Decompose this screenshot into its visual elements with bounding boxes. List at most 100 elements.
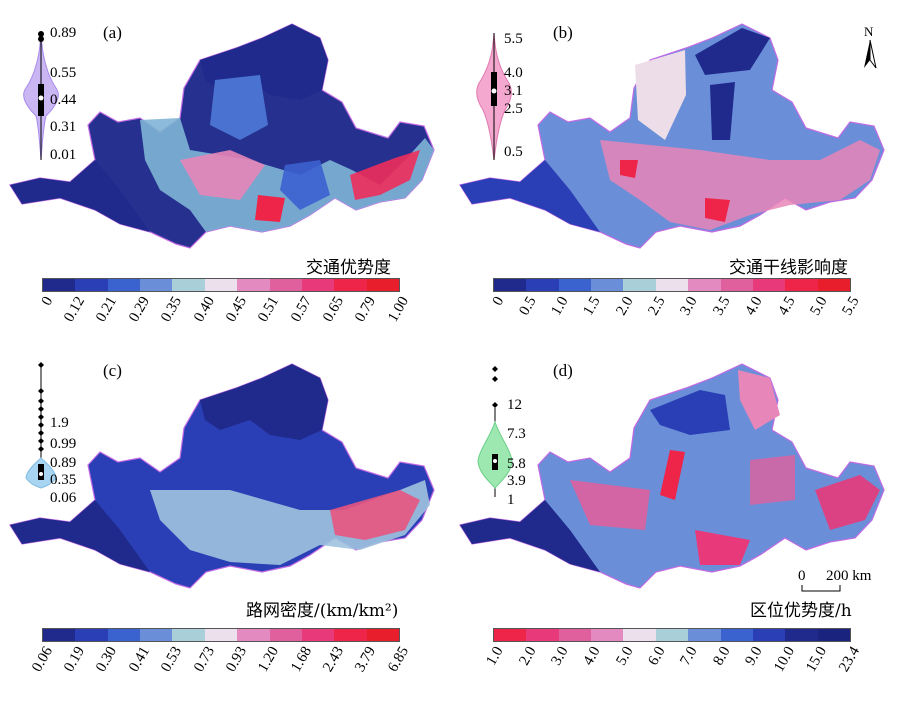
violin-value-q1: 0.35 [50, 472, 77, 488]
legend-tick-label: 0.21 [93, 294, 121, 325]
legend-tick-label: 10.0 [771, 644, 799, 675]
violin-value-min: 0.5 [504, 144, 523, 160]
violin-value-q1: 0.31 [50, 119, 77, 135]
legend-swatch [591, 629, 624, 641]
legend-tick-label: 1.0 [548, 294, 572, 319]
legend-tick-label: 3.5 [710, 294, 734, 319]
legend-swatch [817, 279, 850, 291]
violin-plot [23, 31, 59, 161]
legend-swatch [107, 279, 141, 291]
legend-tick-label: 0.45 [223, 294, 251, 325]
panel-label: (b) [553, 23, 573, 42]
legend-swatch [494, 629, 527, 641]
legend-swatch [655, 629, 689, 641]
legend-tick-label: 0.5 [516, 294, 540, 319]
legend-tick-label: 4.0 [580, 644, 604, 669]
legend-swatch [204, 629, 238, 641]
map-a [9, 23, 435, 249]
legend-swatch [558, 279, 592, 291]
legend-tick-label: 3.0 [548, 644, 572, 669]
legend-tick-label: 8.0 [710, 644, 734, 669]
legend-swatch [720, 629, 753, 641]
legend-tick-label: 0.35 [158, 294, 186, 325]
violin-value-q1: 3.9 [507, 473, 526, 489]
legend-tick-label: 2.0 [516, 644, 540, 669]
legend-tick-label: 6.0 [645, 644, 669, 669]
legend-tick-label: 0.19 [61, 644, 89, 675]
legend-swatch [526, 279, 559, 291]
violin-value-max: 0.89 [50, 25, 77, 41]
color-legend [493, 628, 851, 642]
legend-tick-label: 0.41 [125, 644, 153, 675]
violin-value-upper: 1.9 [50, 415, 69, 431]
color-legend [493, 278, 851, 292]
violin-value-upper: 12 [507, 397, 522, 413]
violin-value-q3: 0.55 [50, 65, 77, 81]
legend-swatch [785, 279, 818, 291]
legend-tick-label: 1.20 [255, 644, 283, 675]
legend-title: 交通优势度 [306, 258, 391, 278]
legend-tick-label: 3.79 [352, 644, 380, 675]
legend-swatch [752, 629, 786, 641]
legend-tick-label: 0.93 [223, 644, 251, 675]
legend-swatch [591, 279, 624, 291]
legend-tick-label: 2.0 [613, 294, 637, 319]
legend-title: 区位优势度/h [750, 601, 852, 621]
north-arrow-icon [864, 40, 877, 69]
legend-swatch [204, 279, 238, 291]
scale-line [801, 585, 841, 592]
legend-swatch [269, 279, 302, 291]
color-legend [42, 628, 400, 642]
legend-swatch [75, 279, 108, 291]
legend-tick-label: 0.79 [352, 294, 380, 325]
north-label: N [864, 24, 874, 39]
legend-swatch [237, 629, 270, 641]
legend-swatch [334, 279, 367, 291]
violin-value-q3: 0.99 [50, 436, 77, 452]
legend-swatch [301, 629, 335, 641]
legend-tick-label: 0 [38, 294, 56, 309]
violin-value-min: 0.06 [50, 490, 77, 506]
violin-value-median: 0.89 [50, 455, 77, 471]
legend-tick-label: 4.0 [742, 294, 766, 319]
legend-tick-label: 0.40 [190, 294, 218, 325]
legend-swatch [623, 279, 656, 291]
legend-swatch [366, 279, 399, 291]
violin-value-min: 1 [507, 492, 515, 508]
legend-swatch [107, 629, 141, 641]
violin-value-max: 5.5 [504, 31, 523, 47]
legend-tick-label: 7.0 [677, 644, 702, 669]
legend-swatch [140, 279, 173, 291]
panel-label: (d) [553, 361, 573, 380]
legend-swatch [623, 629, 656, 641]
legend-tick-label: 4.5 [774, 294, 799, 319]
legend-tick-label: 5.0 [613, 644, 637, 669]
legend-swatch [269, 629, 302, 641]
legend-swatch [334, 629, 367, 641]
legend-tick-label: 3.0 [677, 294, 702, 319]
scale-bar: 0 200 km [796, 568, 886, 592]
legend-tick-label: 5.0 [807, 294, 831, 319]
panel-c: (c) 1.9 0.99 0.89 0.35 0.06 路网密度/(km/km²… [0, 340, 450, 679]
panel-label: (c) [103, 361, 122, 380]
legend-tick-label: 0.51 [255, 294, 283, 325]
legend-swatch [366, 629, 399, 641]
legend-tick-label: 1.5 [580, 294, 604, 319]
scale-zero: 0 [798, 568, 806, 584]
legend-swatch [688, 629, 721, 641]
violin-plot [476, 32, 512, 161]
legend-swatch [720, 279, 753, 291]
legend-swatch [817, 629, 850, 641]
panel-d: (d) 12 7.3 5.8 3.9 1 0 200 km 区位优势度/h 1.… [450, 340, 900, 679]
legend-swatch [43, 629, 76, 641]
legend-swatch [43, 279, 76, 291]
legend-swatch [172, 279, 205, 291]
panel-a: (a) 0.89 0.55 0.44 0.31 0.01 交通优势度 0 0.12… [0, 0, 450, 339]
legend-tick-label: 0.12 [61, 294, 89, 325]
legend-swatch [140, 629, 173, 641]
map-c [9, 363, 435, 589]
legend-tick-label: 0.53 [158, 644, 186, 675]
legend-swatch [655, 279, 689, 291]
legend-tick-label: 0.57 [287, 294, 315, 325]
north-arrow: N [860, 24, 880, 70]
